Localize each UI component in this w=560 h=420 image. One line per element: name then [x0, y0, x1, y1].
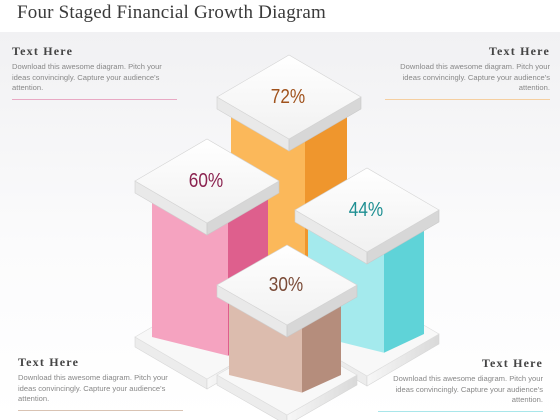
- divider-line: [18, 409, 183, 411]
- text-block-heading: Text Here: [12, 44, 74, 58]
- stage-column: 30%: [216, 244, 358, 420]
- divider-line: [12, 98, 177, 100]
- cap-top-face: [216, 244, 358, 326]
- stage-percent-label: 30%: [269, 273, 303, 296]
- text-block-heading: Text Here: [481, 356, 543, 370]
- column-cap: 44%: [294, 167, 440, 265]
- column-cap: 30%: [216, 244, 358, 338]
- stage-percent-label: 72%: [271, 85, 305, 108]
- text-block-bottom-right: Text Here Download this awesome diagram.…: [378, 356, 543, 412]
- cap-top-face: [134, 138, 280, 224]
- text-block-heading: Text Here: [488, 44, 550, 58]
- text-block-body: Download this awesome diagram. Pitch you…: [393, 374, 543, 405]
- column-cap: 72%: [216, 54, 362, 152]
- text-block-top-left: Text Here Download this awesome diagram.…: [12, 44, 177, 100]
- text-block-top-right: Text Here Download this awesome diagram.…: [385, 44, 550, 100]
- text-block-bottom-left: Text Here Download this awesome diagram.…: [18, 355, 183, 411]
- column-cap: 60%: [134, 138, 280, 236]
- cap-top-face: [294, 167, 440, 253]
- stage-percent-label: 44%: [349, 198, 383, 221]
- text-block-body: Download this awesome diagram. Pitch you…: [400, 62, 550, 93]
- column-side-face: [384, 224, 424, 353]
- column-front-face: [152, 195, 228, 356]
- text-block-heading: Text Here: [18, 355, 80, 369]
- stage-percent-label: 60%: [189, 169, 223, 192]
- cap-top-face: [216, 54, 362, 140]
- text-block-body: Download this awesome diagram. Pitch you…: [18, 373, 168, 404]
- divider-line: [385, 98, 550, 100]
- slide-title: Four Staged Financial Growth Diagram: [17, 2, 327, 23]
- text-block-body: Download this awesome diagram. Pitch you…: [12, 62, 162, 93]
- divider-line: [378, 410, 543, 412]
